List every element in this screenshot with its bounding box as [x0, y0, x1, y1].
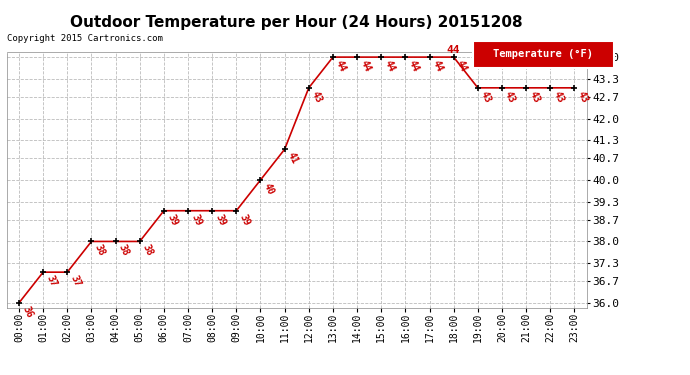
Text: 44: 44 [406, 58, 421, 74]
Text: 43: 43 [310, 89, 324, 104]
Text: 38: 38 [92, 243, 107, 258]
Text: 44: 44 [447, 45, 460, 55]
Text: 40: 40 [262, 182, 276, 196]
Text: 39: 39 [189, 212, 204, 227]
Text: 44: 44 [358, 58, 373, 74]
Text: 43: 43 [575, 89, 590, 104]
Text: 37: 37 [44, 274, 59, 289]
Text: 39: 39 [165, 212, 179, 227]
Text: 37: 37 [68, 274, 83, 289]
Text: 38: 38 [117, 243, 131, 258]
Text: 41: 41 [286, 151, 300, 166]
Text: 43: 43 [503, 89, 518, 104]
Text: 43: 43 [527, 89, 542, 104]
Text: 36: 36 [20, 304, 34, 319]
Text: 44: 44 [382, 58, 397, 74]
Text: 43: 43 [551, 89, 566, 104]
Text: 44: 44 [334, 58, 348, 74]
Text: Temperature (°F): Temperature (°F) [493, 49, 593, 59]
Text: 43: 43 [479, 89, 493, 104]
Text: 38: 38 [141, 243, 155, 258]
Text: Outdoor Temperature per Hour (24 Hours) 20151208: Outdoor Temperature per Hour (24 Hours) … [70, 15, 523, 30]
Text: 39: 39 [237, 212, 252, 227]
Text: 39: 39 [213, 212, 228, 227]
Text: 44: 44 [431, 58, 445, 74]
Text: Copyright 2015 Cartronics.com: Copyright 2015 Cartronics.com [7, 34, 163, 43]
Text: 44: 44 [455, 58, 469, 74]
